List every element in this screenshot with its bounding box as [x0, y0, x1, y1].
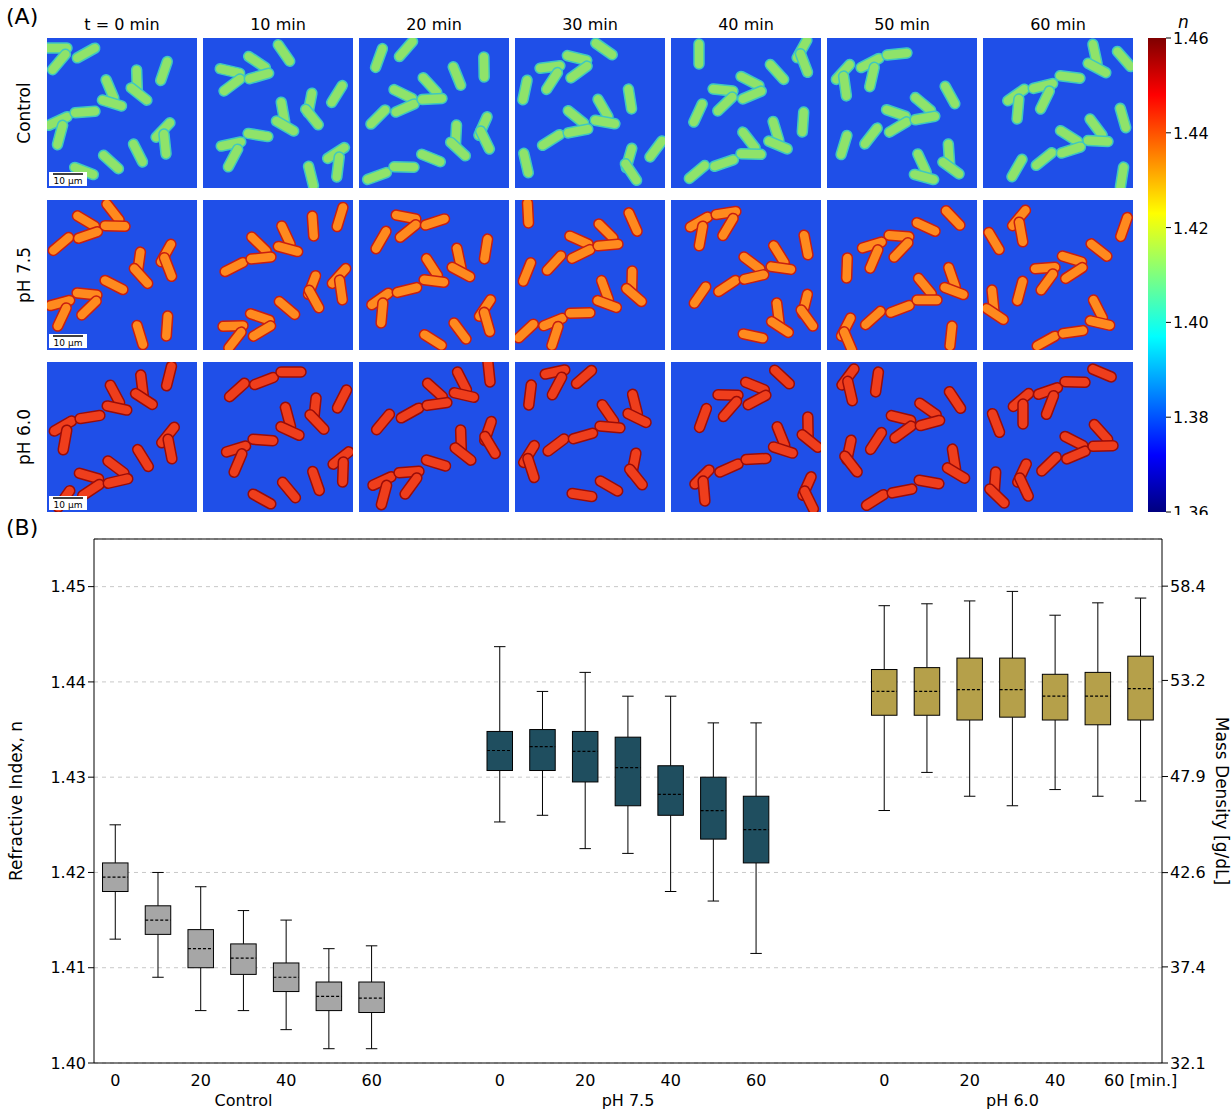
svg-text:40: 40	[1045, 1071, 1065, 1090]
svg-text:20: 20	[960, 1071, 980, 1090]
svg-text:40: 40	[276, 1071, 296, 1090]
svg-text:1.44: 1.44	[50, 673, 86, 692]
svg-text:1.44: 1.44	[1173, 124, 1209, 143]
svg-text:30 min: 30 min	[562, 15, 618, 34]
svg-text:10 µm: 10 µm	[54, 500, 83, 510]
svg-text:10 min: 10 min	[250, 15, 306, 34]
svg-text:1.40: 1.40	[50, 1054, 86, 1073]
svg-text:Mass Density [g/dL]: Mass Density [g/dL]	[1212, 717, 1232, 885]
html-text:(B): (B)	[6, 515, 39, 540]
svg-text:0: 0	[110, 1071, 120, 1090]
svg-text:47.9: 47.9	[1170, 767, 1206, 786]
svg-text:1.36: 1.36	[1173, 503, 1209, 515]
svg-text:10 µm: 10 µm	[54, 338, 83, 348]
svg-text:20 min: 20 min	[406, 15, 462, 34]
svg-text:60: 60	[362, 1071, 382, 1090]
svg-text:60 [min.]: 60 [min.]	[1104, 1071, 1177, 1090]
svg-text:37.4: 37.4	[1170, 958, 1206, 977]
svg-text:32.1: 32.1	[1170, 1054, 1206, 1073]
svg-text:1.42: 1.42	[1173, 219, 1209, 238]
svg-text:40: 40	[661, 1071, 681, 1090]
svg-text:0: 0	[879, 1071, 889, 1090]
svg-text:0: 0	[495, 1071, 505, 1090]
svg-text:53.2: 53.2	[1170, 671, 1206, 690]
svg-text:1.41: 1.41	[50, 958, 86, 977]
svg-text:20: 20	[191, 1071, 211, 1090]
svg-text:Control: Control	[14, 82, 34, 143]
svg-text:pH 7.5: pH 7.5	[14, 247, 34, 303]
svg-text:1.38: 1.38	[1173, 408, 1209, 427]
svg-text:58.4: 58.4	[1170, 577, 1206, 596]
svg-text:1.43: 1.43	[50, 768, 86, 787]
svg-text:40 min: 40 min	[718, 15, 774, 34]
svg-text:60: 60	[746, 1071, 766, 1090]
svg-text:50 min: 50 min	[874, 15, 930, 34]
svg-text:20: 20	[575, 1071, 595, 1090]
svg-text:pH 6.0: pH 6.0	[986, 1091, 1039, 1110]
svg-text:60 min: 60 min	[1030, 15, 1086, 34]
svg-text:1.40: 1.40	[1173, 313, 1209, 332]
svg-text:t = 0 min: t = 0 min	[84, 15, 159, 34]
svg-text:1.42: 1.42	[50, 863, 86, 882]
svg-text:42.6: 42.6	[1170, 863, 1206, 882]
svg-text:n: n	[1178, 12, 1189, 32]
svg-text:pH 6.0: pH 6.0	[14, 409, 34, 465]
svg-text:1.45: 1.45	[50, 577, 86, 596]
svg-text:Control: Control	[215, 1091, 273, 1110]
svg-text:(A): (A)	[6, 4, 38, 29]
svg-text:Refractive Index, n: Refractive Index, n	[6, 721, 26, 881]
svg-text:1.46: 1.46	[1173, 29, 1209, 48]
svg-text:10 µm: 10 µm	[54, 176, 83, 186]
svg-text:pH 7.5: pH 7.5	[602, 1091, 655, 1110]
